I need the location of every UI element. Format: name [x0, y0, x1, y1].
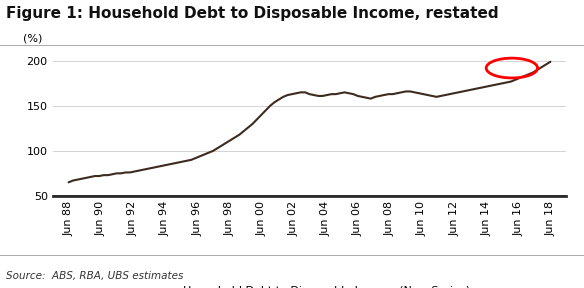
Household Debt to Disposable Income (New Series) [345, 92, 352, 95]
Household Debt to Disposable Income (New Series) [547, 60, 554, 63]
Household Debt to Disposable Income (New Series) [530, 71, 537, 74]
Line: Household Debt to Disposable Income (New Series): Household Debt to Disposable Income (New… [69, 62, 551, 182]
Household Debt to Disposable Income (New Series) [188, 158, 195, 162]
Household Debt to Disposable Income (New Series) [245, 126, 252, 129]
Household Debt to Disposable Income (New Series) [175, 161, 182, 164]
Text: Figure 1: Household Debt to Disposable Income, restated: Figure 1: Household Debt to Disposable I… [6, 6, 499, 21]
Legend: Household Debt to Disposable Income (New Series): Household Debt to Disposable Income (New… [145, 281, 474, 288]
Text: (%): (%) [23, 33, 42, 43]
Household Debt to Disposable Income (New Series) [288, 92, 296, 96]
Text: Source:  ABS, RBA, UBS estimates: Source: ABS, RBA, UBS estimates [6, 271, 183, 281]
Household Debt to Disposable Income (New Series) [65, 181, 72, 184]
